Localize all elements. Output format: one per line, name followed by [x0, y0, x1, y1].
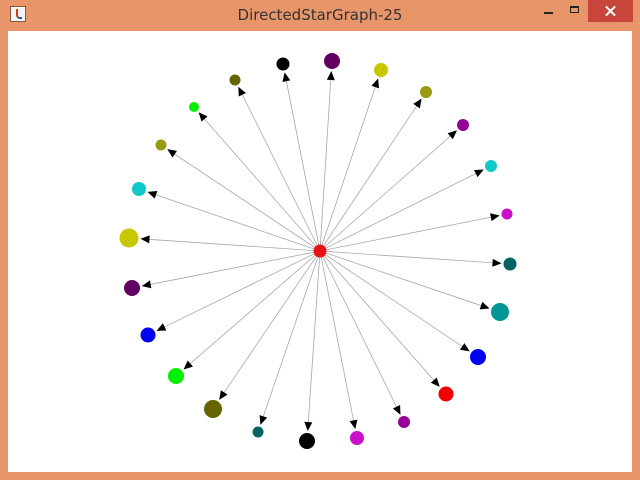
arrowhead-22: [198, 112, 208, 122]
center-node[interactable]: [313, 244, 327, 258]
edge-3: [319, 101, 420, 252]
leaf-node-10[interactable]: [438, 386, 454, 402]
leaf-node-24[interactable]: [276, 57, 290, 71]
leaf-node-23[interactable]: [229, 74, 241, 86]
leaf-node-16[interactable]: [168, 368, 184, 384]
arrowhead-21: [167, 149, 177, 158]
arrowhead-23: [238, 86, 246, 97]
star-graph-diagram: [119, 53, 517, 449]
leaf-node-19[interactable]: [119, 228, 139, 248]
java-app-icon[interactable]: [10, 6, 26, 22]
arrowhead-3: [413, 98, 422, 109]
graph-canvas: [8, 31, 632, 472]
arrowhead-2: [371, 78, 380, 89]
leaf-node-22[interactable]: [189, 102, 199, 112]
arrowhead-11: [392, 404, 401, 415]
edge-18: [145, 250, 321, 286]
edge-17: [159, 250, 321, 330]
arrowhead-20: [147, 191, 158, 199]
arrowhead-5: [473, 169, 484, 178]
leaf-node-17[interactable]: [140, 327, 156, 343]
arrowhead-10: [430, 377, 440, 387]
close-button[interactable]: [588, 0, 633, 22]
maximize-button[interactable]: [562, 0, 588, 22]
leaf-node-12[interactable]: [350, 431, 364, 445]
leaf-node-4[interactable]: [457, 119, 469, 131]
arrowhead-8: [479, 301, 490, 310]
leaf-node-6[interactable]: [501, 208, 513, 220]
edge-19: [144, 238, 321, 252]
edge-12: [319, 250, 355, 426]
arrowhead-9: [459, 343, 470, 352]
edge-6: [319, 215, 496, 252]
edge-1: [319, 74, 332, 252]
leaf-node-13[interactable]: [299, 433, 315, 449]
window-title: DirectedStarGraph-25: [237, 6, 403, 24]
edge-14: [261, 250, 321, 422]
edge-24: [285, 76, 321, 252]
arrowhead-15: [219, 390, 228, 400]
title-bar[interactable]: DirectedStarGraph-25: [0, 0, 640, 30]
arrowhead-17: [156, 323, 167, 331]
edge-10: [319, 250, 438, 385]
arrowhead-16: [183, 360, 193, 370]
leaf-node-8[interactable]: [491, 303, 509, 321]
leaf-node-20[interactable]: [132, 182, 146, 196]
leaf-node-1[interactable]: [324, 53, 340, 69]
arrowhead-12: [349, 419, 358, 430]
leaf-node-7[interactable]: [503, 257, 517, 271]
edge-22: [200, 115, 321, 252]
arrowhead-18: [141, 280, 152, 289]
leaf-node-18[interactable]: [124, 280, 140, 296]
edge-15: [221, 250, 321, 397]
leaf-node-21[interactable]: [155, 139, 167, 151]
arrowhead-19: [140, 235, 150, 244]
edge-2: [319, 82, 378, 252]
arrowhead-24: [282, 72, 291, 82]
edge-23: [239, 90, 321, 252]
leaf-node-11[interactable]: [398, 416, 410, 428]
leaf-node-3[interactable]: [420, 86, 432, 98]
edge-13: [307, 250, 321, 428]
edge-11: [319, 250, 400, 412]
arrowhead-1: [326, 70, 335, 81]
minimize-button[interactable]: [534, 0, 562, 22]
arrowhead-7: [492, 258, 502, 267]
edge-9: [319, 250, 467, 350]
arrowhead-6: [490, 213, 500, 222]
leaf-node-15[interactable]: [204, 400, 222, 418]
edge-21: [170, 151, 321, 252]
leaf-node-9[interactable]: [470, 349, 486, 365]
leaf-node-14[interactable]: [252, 426, 264, 438]
arrowhead-14: [259, 415, 268, 425]
edge-8: [319, 250, 486, 308]
arrowhead-13: [304, 421, 313, 432]
edge-5: [319, 170, 481, 252]
leaf-node-5[interactable]: [485, 160, 497, 172]
edge-7: [319, 250, 498, 264]
edge-4: [319, 132, 455, 252]
edge-20: [151, 192, 321, 252]
leaf-node-2[interactable]: [374, 63, 388, 77]
edge-16: [186, 250, 321, 368]
arrowhead-4: [447, 130, 457, 140]
